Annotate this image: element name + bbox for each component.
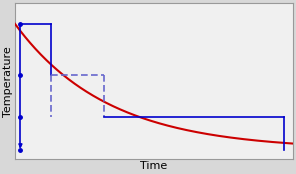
Y-axis label: Temperature: Temperature: [4, 46, 14, 117]
X-axis label: Time: Time: [140, 161, 167, 171]
